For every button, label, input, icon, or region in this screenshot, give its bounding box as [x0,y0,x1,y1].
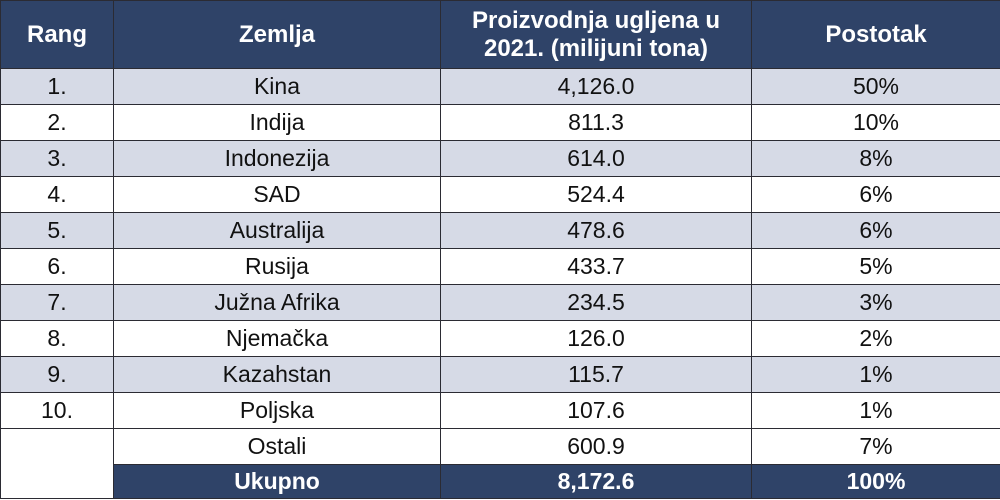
cell-production: 4,126.0 [440,68,752,105]
others-production: 600.9 [440,428,752,465]
cell-rank: 4. [0,176,114,213]
table-row: 3. Indonezija 614.0 8% [0,140,1000,177]
cell-country: Indija [113,104,441,141]
cell-production: 811.3 [440,104,752,141]
cell-percent: 1% [751,356,1000,393]
total-row: Ukupno 8,172.6 100% [1,464,1000,499]
table-row: 9. Kazahstan 115.7 1% [0,356,1000,393]
cell-rank: 5. [0,212,114,249]
cell-country: Kazahstan [113,356,441,393]
header-percent: Postotak [751,0,1000,69]
cell-rank: 7. [0,284,114,321]
cell-percent: 6% [751,212,1000,249]
cell-country: Rusija [113,248,441,285]
table-row: 4. SAD 524.4 6% [0,176,1000,213]
table-header: Rang Zemlja Proizvodnja ugljena u 2021. … [0,0,1000,69]
header-rank: Rang [0,0,114,69]
table-row: 10. Poljska 107.6 1% [0,392,1000,429]
cell-production: 524.4 [440,176,752,213]
total-production: 8,172.6 [440,464,752,499]
cell-percent: 3% [751,284,1000,321]
others-country: Ostali [113,428,441,465]
header-production-line1: Proizvodnja ugljena u [471,6,721,34]
cell-percent: 1% [751,392,1000,429]
others-percent: 7% [751,428,1000,465]
cell-rank: 3. [0,140,114,177]
cell-country: Kina [113,68,441,105]
total-percent: 100% [751,464,1000,499]
cell-production: 115.7 [440,356,752,393]
cell-percent: 50% [751,68,1000,105]
cell-production: 614.0 [440,140,752,177]
table-row: 6. Rusija 433.7 5% [0,248,1000,285]
cell-rank: 2. [0,104,114,141]
cell-country: Indonezija [113,140,441,177]
cell-country: Južna Afrika [113,284,441,321]
cell-percent: 8% [751,140,1000,177]
cell-rank: 1. [0,68,114,105]
cell-country: Poljska [113,392,441,429]
cell-production: 234.5 [440,284,752,321]
table-row: 5. Australija 478.6 6% [0,212,1000,249]
others-rank-cell [0,428,114,499]
others-row: Ostali 600.9 7% [0,428,1000,499]
cell-country: Njemačka [113,320,441,357]
header-production-line2: 2021. (milijuni tona) [483,34,709,62]
table-row: 8. Njemačka 126.0 2% [0,320,1000,357]
cell-percent: 5% [751,248,1000,285]
cell-rank: 10. [0,392,114,429]
header-production: Proizvodnja ugljena u 2021. (milijuni to… [440,0,752,69]
table-body: 1. Kina 4,126.0 50% 2. Indija 811.3 10% 3. Indone… [0,68,1000,499]
cell-production: 107.6 [440,392,752,429]
cell-production: 478.6 [440,212,752,249]
cell-country: Australija [113,212,441,249]
cell-rank: 9. [0,356,114,393]
cell-percent: 2% [751,320,1000,357]
cell-production: 126.0 [440,320,752,357]
header-country: Zemlja [113,0,441,69]
cell-rank: 8. [0,320,114,357]
table-row: 1. Kina 4,126.0 50% [0,68,1000,105]
cell-country: SAD [113,176,441,213]
cell-production: 433.7 [440,248,752,285]
total-label: Ukupno [113,464,441,499]
cell-percent: 6% [751,176,1000,213]
cell-rank: 6. [0,248,114,285]
table-row: 2. Indija 811.3 10% [0,104,1000,141]
table-row: 7. Južna Afrika 234.5 3% [0,284,1000,321]
header-row: Rang Zemlja Proizvodnja ugljena u 2021. … [0,0,1000,69]
cell-percent: 10% [751,104,1000,141]
